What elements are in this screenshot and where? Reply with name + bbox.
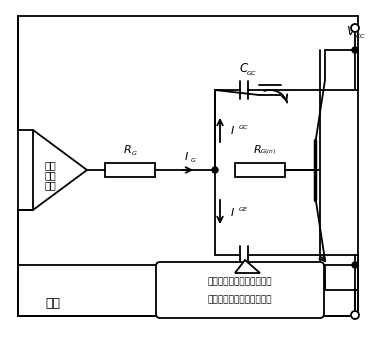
Text: $V$: $V$ — [346, 25, 358, 38]
Text: 栅极: 栅极 — [44, 170, 56, 180]
Text: 主电路对反馈信号造成影响: 主电路对反馈信号造成影响 — [208, 296, 272, 305]
Circle shape — [351, 24, 359, 32]
Text: $_{GE}$: $_{GE}$ — [247, 272, 259, 281]
Text: $_{CC}$: $_{CC}$ — [355, 32, 365, 41]
Text: 驱动: 驱动 — [44, 180, 56, 190]
Text: 第二发射极，避免大电流的: 第二发射极，避免大电流的 — [208, 278, 272, 286]
Text: 电路: 电路 — [44, 160, 56, 170]
Text: $_{G}$: $_{G}$ — [131, 149, 137, 158]
Circle shape — [351, 311, 359, 319]
Text: $_{GE}$: $_{GE}$ — [238, 205, 249, 213]
Text: $_{G}$: $_{G}$ — [190, 156, 196, 165]
Text: 反馈: 反馈 — [45, 297, 60, 310]
Text: $_{G(in)}$: $_{G(in)}$ — [260, 148, 276, 158]
FancyBboxPatch shape — [156, 262, 324, 318]
Text: $C$: $C$ — [239, 62, 249, 75]
FancyBboxPatch shape — [235, 163, 285, 177]
Text: $I$: $I$ — [230, 124, 235, 136]
Circle shape — [352, 47, 358, 53]
Circle shape — [212, 167, 218, 173]
Text: $R$: $R$ — [253, 143, 261, 155]
Circle shape — [352, 262, 358, 268]
Polygon shape — [235, 260, 260, 273]
Text: $C$: $C$ — [239, 270, 249, 283]
FancyBboxPatch shape — [105, 163, 155, 177]
Text: $I$: $I$ — [183, 150, 188, 162]
Text: $_{GC}$: $_{GC}$ — [238, 122, 249, 132]
Text: $R$: $R$ — [123, 143, 131, 155]
Text: $I$: $I$ — [230, 206, 235, 218]
Text: $_{GC}$: $_{GC}$ — [246, 69, 258, 78]
